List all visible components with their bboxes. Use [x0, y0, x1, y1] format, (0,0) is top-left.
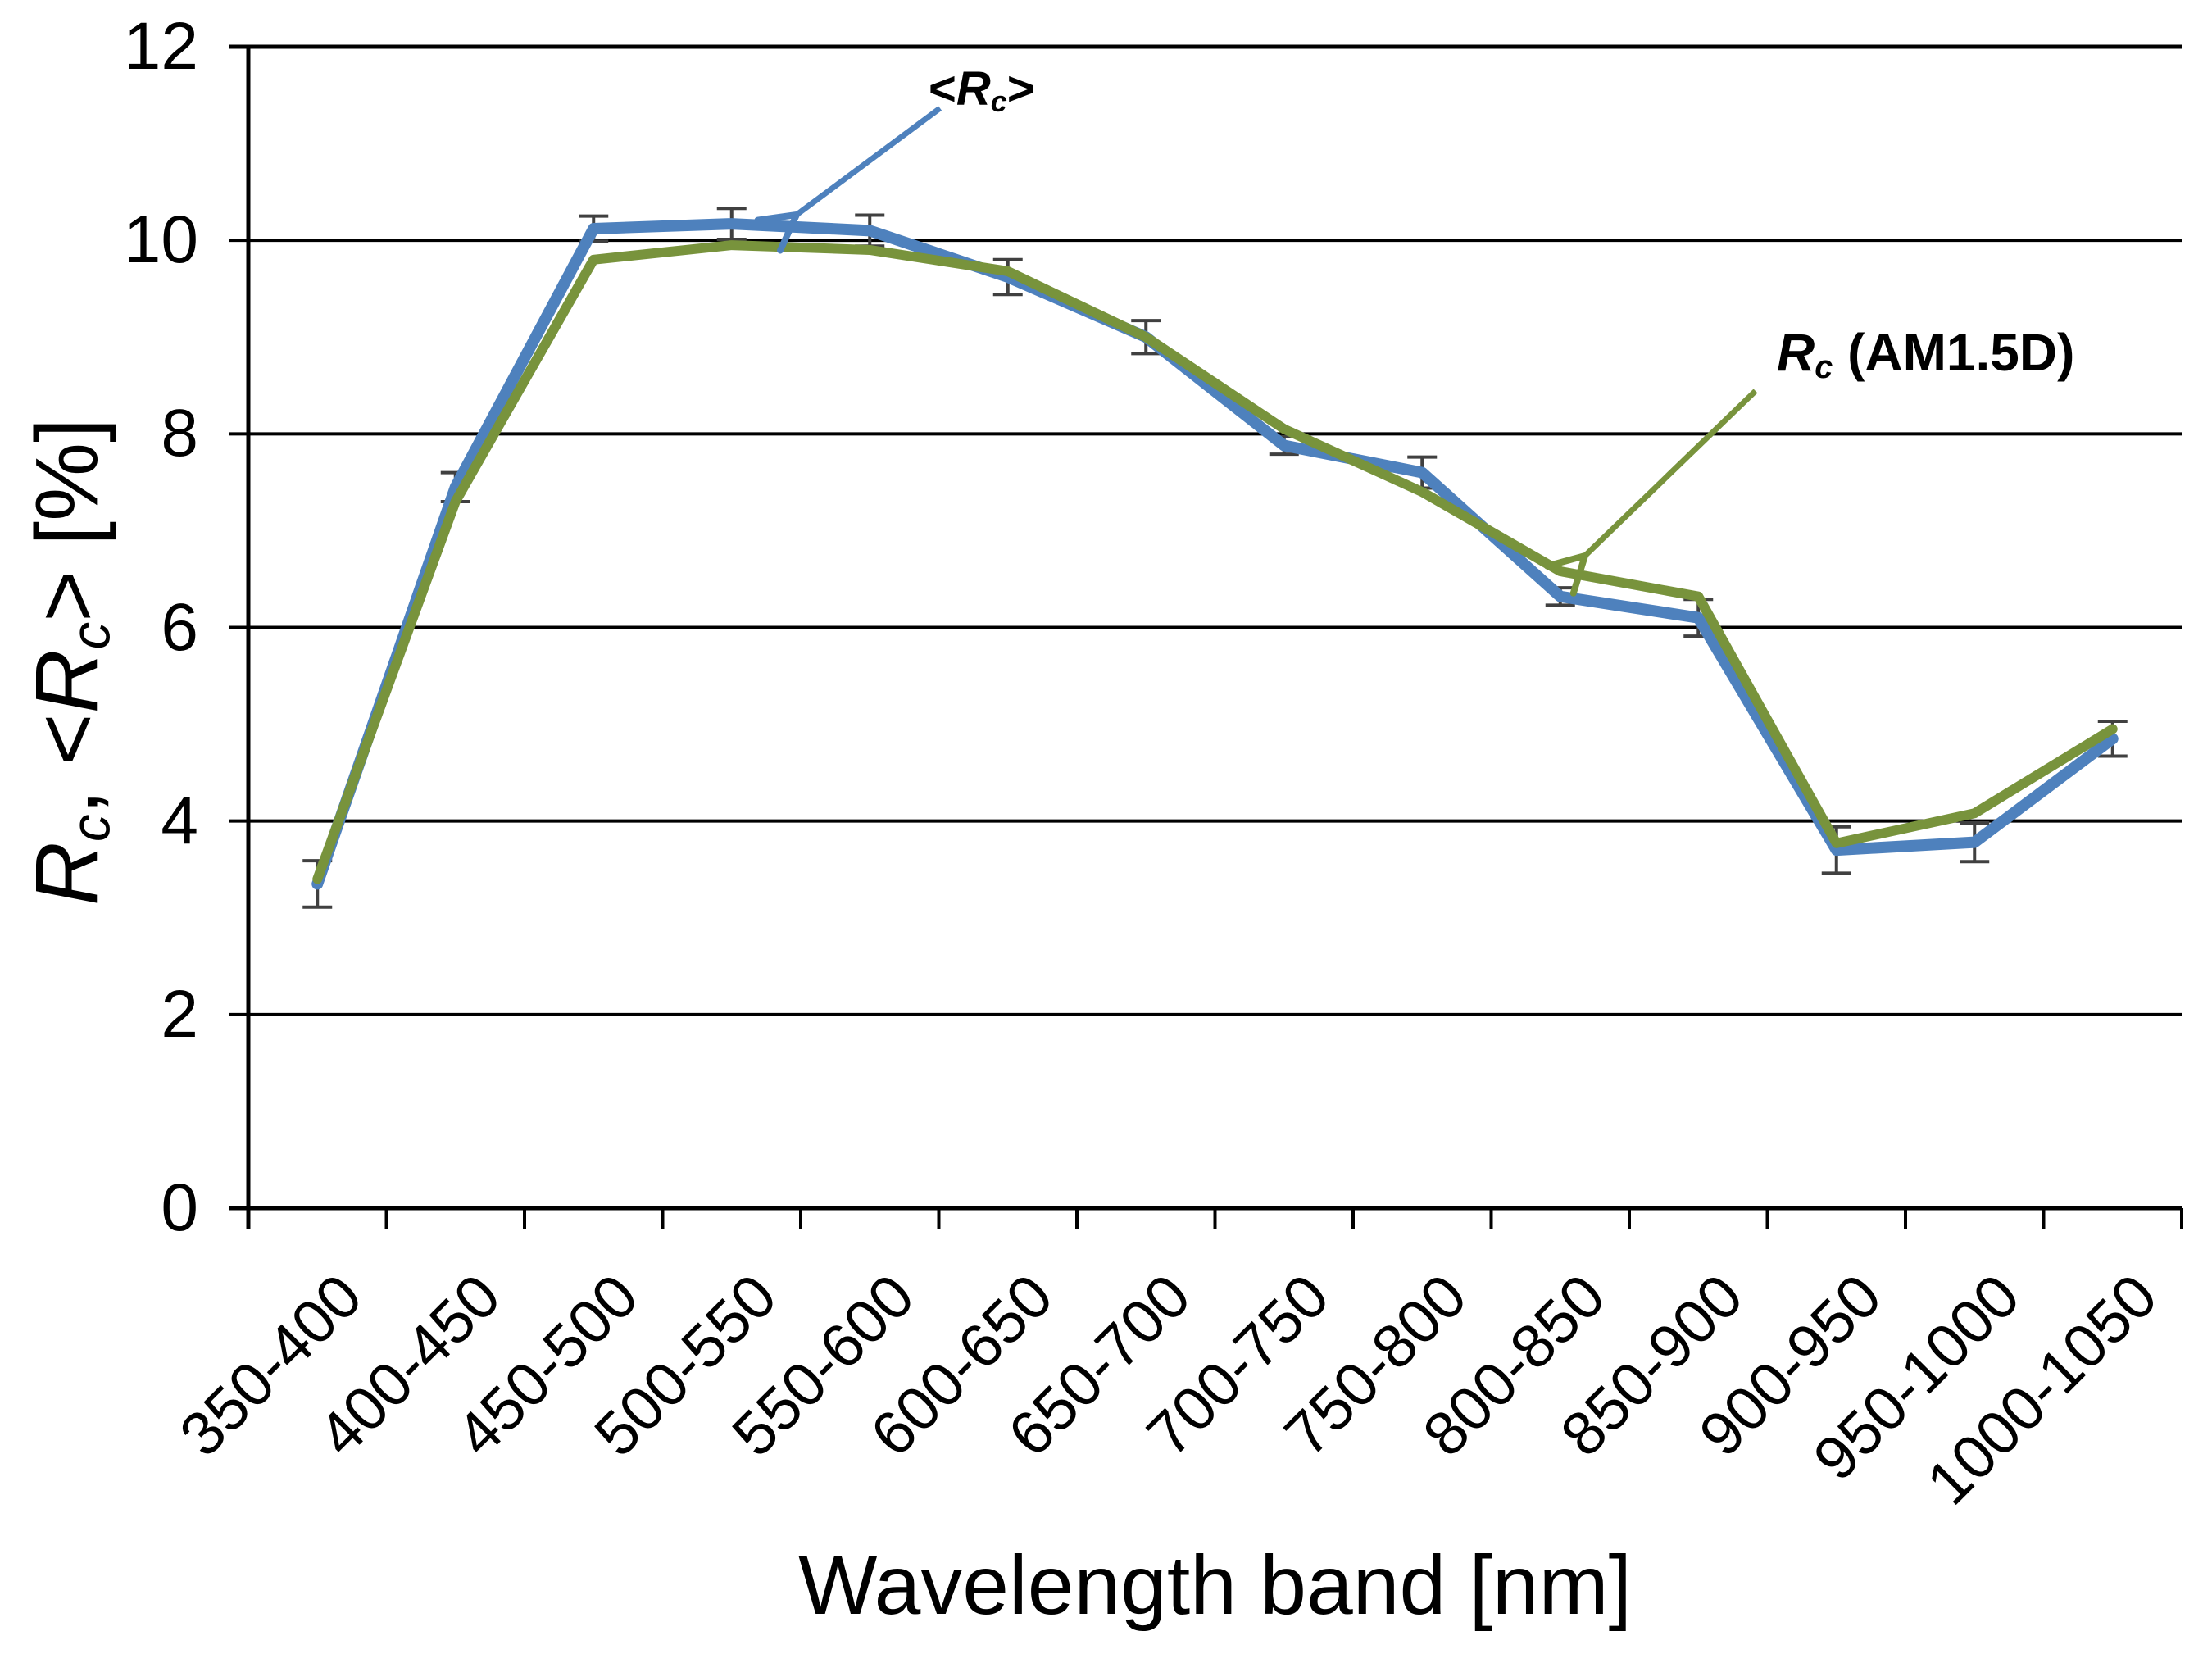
arrow-to-mean-rc [754, 106, 942, 254]
x-axis-title: Wavelength band [nm] [798, 1538, 1632, 1632]
rich-text-segment: R [956, 62, 991, 116]
y-tick-label: 6 [161, 589, 198, 665]
rich-text-segment: c [1815, 348, 1833, 385]
y-tick-label: 12 [123, 9, 198, 84]
rich-text-segment: R [16, 649, 116, 714]
rich-text-segment: c [60, 814, 122, 842]
y-tick-label: 0 [161, 1170, 198, 1245]
rich-text-segment: R [1777, 323, 1815, 382]
series-lines [311, 218, 2119, 890]
series-label-rc-am15d: Rc (AM1.5D) [1777, 323, 2075, 384]
y-axis-title: Rc, <Rc> [%] [16, 170, 122, 1153]
series-label-mean-rc: <Rc> [929, 66, 1035, 116]
y-tick-label: 4 [161, 783, 198, 858]
series-line-1 [312, 240, 2118, 884]
rich-text-segment: c [990, 84, 1007, 118]
rich-text-segment: , < [16, 713, 116, 815]
rich-text-segment: > [%] [16, 417, 116, 622]
annotation-arrows [754, 106, 1758, 597]
rich-text-segment: c [60, 621, 122, 650]
error-bars [302, 207, 2128, 909]
rich-text-segment: < [929, 62, 956, 116]
rich-text-segment: R [16, 841, 116, 906]
rich-text-segment: (AM1.5D) [1833, 323, 2075, 382]
y-tick-label: 10 [123, 202, 198, 278]
y-tick-label: 2 [161, 976, 198, 1052]
arrow-to-rc-am15d [1543, 389, 1758, 597]
rich-text-segment: > [1006, 62, 1035, 116]
y-tick-label: 8 [161, 396, 198, 471]
axes [246, 45, 2183, 1229]
gridlines [229, 44, 2182, 1211]
